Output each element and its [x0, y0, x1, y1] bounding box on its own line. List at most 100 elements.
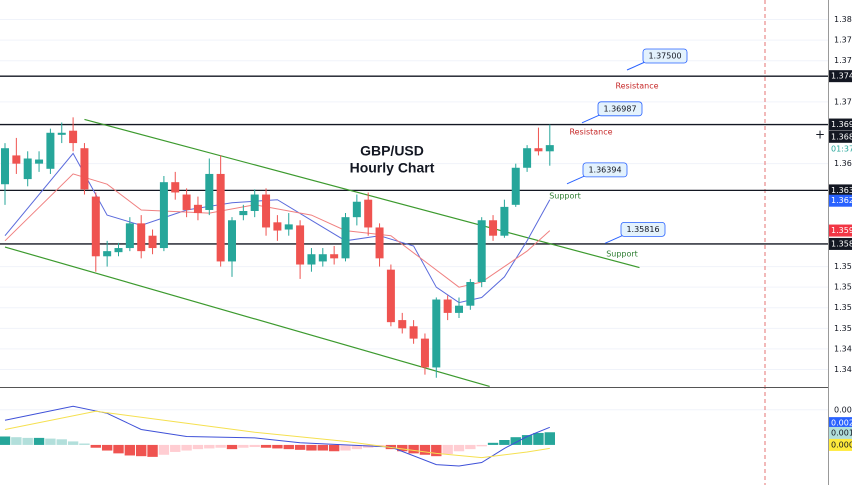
histogram-bar [465, 444, 476, 450]
callout-pointer [566, 175, 586, 185]
price-tag [829, 70, 852, 83]
histogram-bar [79, 443, 90, 445]
histogram-bar [181, 444, 192, 451]
y-tick-label: 1.380 [834, 15, 852, 24]
callout-label: 1.35816 [626, 225, 659, 234]
candle-body [12, 155, 21, 164]
candle-body [545, 145, 554, 152]
candle-body [46, 132, 55, 169]
candle-body [171, 182, 180, 193]
candle-body [511, 167, 520, 205]
candle-body [523, 148, 532, 168]
candle-body [341, 217, 350, 259]
histogram-bar [249, 444, 260, 448]
candle-body [250, 194, 259, 211]
histogram-bar [408, 444, 419, 454]
histogram-bar [0, 436, 11, 445]
histogram-bar [533, 432, 544, 445]
histogram-bar [215, 444, 226, 448]
y-tick-label: 1.346 [834, 365, 852, 374]
macd-line [4, 410, 550, 459]
price-tag [829, 237, 852, 250]
callout-label: 1.36987 [603, 104, 636, 113]
histogram-bar [124, 444, 136, 456]
histogram-bar [397, 444, 408, 452]
histogram-bar [90, 444, 101, 448]
histogram-bar [442, 444, 453, 455]
histogram-bar [317, 444, 328, 451]
histogram-bar [431, 444, 442, 457]
price-tag-label: 1.359 [831, 226, 852, 235]
y-tick-label: 1.356 [834, 262, 852, 271]
candle-body [386, 269, 395, 323]
price-tag-label: 1.363 [831, 186, 852, 195]
candle-body [455, 305, 463, 313]
indicator-tag [829, 417, 852, 430]
callout-box [642, 48, 688, 64]
candle-body [1, 148, 9, 185]
y-tick-label: 1.372 [834, 97, 852, 106]
histogram-bar [544, 432, 555, 445]
candle-body [57, 132, 66, 135]
note: Resistance [615, 82, 658, 91]
histogram-bar [101, 444, 113, 451]
candle-body [477, 220, 486, 283]
histogram-bar [340, 444, 351, 451]
candle-body [193, 204, 202, 214]
histogram-bar [192, 444, 204, 450]
candle-body [125, 223, 134, 249]
candle-body [296, 225, 305, 265]
candle-body [443, 299, 452, 313]
countdown-bg [829, 142, 852, 155]
plot [0, 61, 828, 467]
price-tag-label: 1.368 [831, 132, 852, 141]
histogram-bar [521, 435, 533, 445]
candle-body [398, 320, 407, 329]
histogram-bar [283, 444, 294, 450]
candle-body [489, 220, 498, 236]
indicator-tag-label: 0.002 [831, 419, 852, 428]
callout-box [597, 101, 643, 117]
candle-body [182, 194, 191, 210]
y-tick-label: 1.354 [834, 283, 852, 292]
candle-body [284, 224, 293, 230]
candle-body [239, 210, 248, 216]
candle-body [307, 254, 316, 265]
candle-body [262, 194, 271, 228]
histogram-bar [136, 444, 147, 457]
candle-body [352, 201, 361, 218]
histogram-bar [147, 444, 158, 457]
callout-box [582, 162, 628, 178]
candle-body [420, 338, 429, 368]
candle-body [159, 182, 168, 249]
histogram-bar [226, 444, 238, 450]
histogram-bar [238, 444, 249, 448]
trend-line [84, 118, 640, 269]
histogram-bar [45, 438, 56, 445]
trend-line [4, 246, 490, 388]
callout-label: 1.37500 [648, 52, 681, 61]
histogram-bar [260, 444, 272, 448]
callout-pointer [604, 234, 624, 244]
callout-label: 1.36394 [588, 165, 621, 174]
countdown: 01:37 [831, 144, 852, 153]
crosshair-button[interactable]: + [815, 128, 825, 142]
y-tick-label: 1.378 [834, 36, 852, 45]
candle-body [330, 254, 339, 259]
y-tick-label: 1.366 [834, 159, 852, 168]
histogram-bar [170, 444, 181, 452]
price-tag-label: 1.369 [831, 120, 852, 129]
candle-body [500, 206, 509, 236]
indicator-tag [829, 426, 852, 439]
indicator-tag-label: 0.001 [831, 428, 852, 437]
histogram-bar [158, 444, 170, 455]
indicator-tag [829, 438, 852, 451]
histogram-bar [56, 439, 67, 445]
price-tag-label: 1.362 [831, 196, 852, 205]
price-tag [829, 184, 852, 197]
chart-subtitle: Hourly Chart [350, 160, 435, 176]
candle-body [80, 148, 89, 190]
candle-body [137, 223, 146, 252]
price-tag-label: 1.358 [831, 239, 852, 248]
